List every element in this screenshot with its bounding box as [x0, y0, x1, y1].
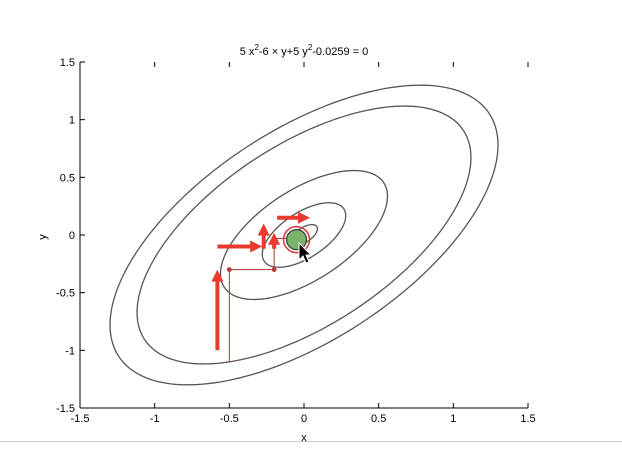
x-ticks: -1.5 -1 -0.5 0 0.5 1 1.5: [71, 62, 536, 425]
y-tick-label: 1.5: [60, 57, 75, 69]
chart-title: 5 x2-6 × y+5 y2-0.0259 = 0: [240, 43, 368, 58]
descent-path-point: [226, 267, 232, 272]
contour-line-5: [109, 84, 499, 386]
x-tick-label: -1: [150, 413, 160, 425]
y-tick-label: 1: [69, 115, 75, 127]
y-tick-label: -0.5: [56, 288, 75, 300]
x-tick-label: 0.5: [371, 413, 386, 425]
gradient-arrow-5: [277, 211, 310, 224]
x-axis-label: x: [301, 432, 307, 444]
gradient-arrow-2: [217, 240, 263, 253]
minimum-ring-outer: [282, 225, 311, 254]
mouse-cursor-icon: [298, 241, 313, 264]
contour-line-4: [136, 105, 472, 365]
x-tick-label: -1.5: [71, 413, 90, 425]
x-tick-label: 0: [301, 413, 307, 425]
gradient-arrow-3: [257, 223, 270, 249]
contour-line-2: [261, 202, 347, 268]
y-tick-label: 0: [69, 230, 75, 242]
y-tick-label: 0.5: [60, 172, 75, 184]
x-tick-label: 1: [450, 413, 456, 425]
y-axis-label: y: [37, 234, 49, 240]
y-tick-label: -1.5: [56, 403, 75, 415]
x-tick-label: 1.5: [520, 413, 535, 425]
y-ticks: -1.5 -1 -0.5 0 0.5 1 1.5: [56, 57, 85, 415]
descent-path-point: [271, 267, 277, 272]
gradient-arrow-4: [268, 232, 281, 249]
minimum-marker: [285, 229, 308, 251]
minimum-marker-layer: [282, 225, 311, 254]
gradient-arrow-layer: [211, 211, 310, 351]
y-tick-label: -1: [65, 345, 75, 357]
bottom-divider: [0, 441, 622, 442]
gradient-arrow-1: [211, 269, 224, 351]
x-tick-label: -0.5: [220, 413, 239, 425]
